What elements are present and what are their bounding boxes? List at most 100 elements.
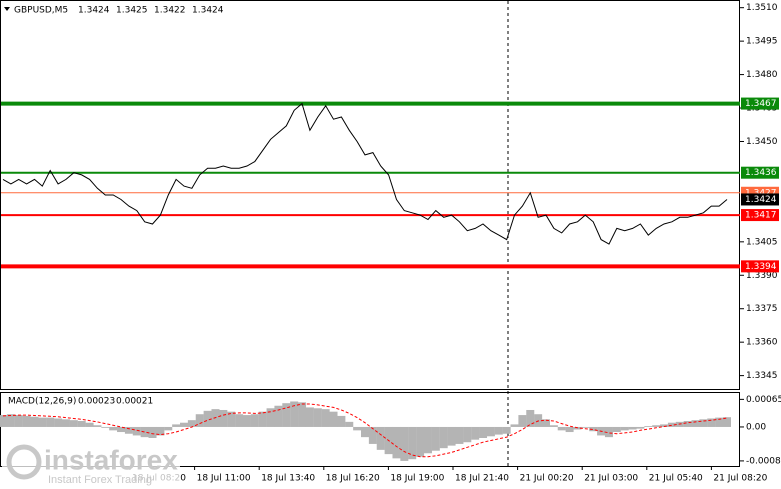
macd-bar [140, 426, 149, 438]
macd-bar [471, 426, 480, 440]
macd-bar [30, 416, 39, 427]
ohlc-value: 1.3425 [116, 6, 148, 16]
symbol: GBPUSD,M5 [14, 6, 68, 16]
menu-arrow [4, 7, 10, 11]
macd-bar [46, 417, 55, 427]
macd-bar [368, 426, 377, 444]
x-tick-label: 21 Jul 03:00 [584, 474, 638, 484]
macd-bar [723, 417, 731, 427]
level-label: 1.3436 [745, 168, 777, 178]
macd-tick-label: 0.00 [746, 422, 766, 432]
macd-bar [132, 426, 141, 436]
main-panel [0, 0, 740, 390]
x-tick-label: 18 Jul 13:40 [261, 474, 315, 484]
macd-bar [612, 426, 621, 433]
macd-bar [274, 405, 283, 427]
level-label: 1.3394 [745, 262, 777, 272]
y-tick-label: 1.3510 [746, 3, 778, 13]
macd-bar [313, 408, 322, 427]
macd-bar [117, 426, 126, 433]
bid-tag [741, 193, 779, 206]
y-tick-label: 1.3480 [746, 70, 778, 80]
macd-bar [542, 419, 550, 427]
macd-bar [431, 426, 440, 451]
macd-bar [376, 426, 385, 450]
macd-bar [6, 414, 15, 427]
macd-bar [361, 426, 369, 438]
macd-bar [581, 426, 590, 428]
macd-bar [156, 426, 165, 436]
price-line [2, 102, 728, 245]
macd-bar [329, 411, 338, 427]
x-tick-label: 21 Jul 05:40 [649, 474, 703, 484]
x-tick-label: 18 Jul 11:00 [197, 474, 251, 484]
level-tag [741, 209, 779, 222]
y-tick-label: 1.3345 [746, 371, 778, 381]
level-tag [741, 97, 779, 110]
macd-bar [282, 403, 291, 427]
macd-bar [683, 421, 692, 427]
macd-bar [219, 409, 228, 427]
watermark-brand: instaforex [44, 444, 178, 475]
macd-bar [628, 426, 637, 430]
macd-bar [290, 401, 299, 427]
y-tick-label: 1.3360 [746, 338, 778, 348]
macd-bar [22, 415, 31, 427]
macd-bar [38, 417, 47, 427]
macd-bar [180, 422, 188, 427]
level-tag [741, 166, 779, 179]
y-tick-label: 1.3390 [746, 271, 778, 281]
macd-bar [77, 421, 86, 427]
x-tick-label: 21 Jul 08:20 [713, 474, 767, 484]
macd-bar [321, 409, 330, 427]
macd-bar [502, 426, 511, 434]
macd-bar [164, 426, 173, 431]
macd-bar [455, 426, 464, 444]
macd-bar [54, 418, 63, 427]
macd-bar [242, 415, 251, 427]
macd-bar [203, 410, 212, 427]
macd-bar [660, 424, 669, 427]
macd-bar [549, 425, 558, 427]
macd-bar [250, 414, 259, 427]
ohlc-value: 1.3424 [192, 6, 224, 16]
bid-label: 1.3424 [745, 195, 777, 205]
x-tick-label: 18 Jul 19:00 [390, 474, 444, 484]
level-tag [741, 260, 779, 273]
macd-bar [565, 426, 574, 433]
macd-bar [715, 417, 724, 427]
y-tick-label: 1.3405 [746, 237, 778, 247]
macd-bar [124, 426, 133, 434]
macd-panel [0, 392, 740, 467]
macd-bar [510, 424, 519, 427]
macd-bar [172, 424, 181, 427]
macd-bar [604, 426, 613, 438]
macd-bar [109, 426, 118, 431]
macd-bar [337, 415, 346, 427]
watermark-icon [6, 444, 42, 480]
macd-bar [61, 419, 70, 427]
macd-bar [69, 420, 78, 427]
macd-bar [557, 426, 566, 431]
x-tick-label: 21 Jul 00:20 [520, 474, 574, 484]
macd-bar [423, 426, 432, 454]
y-tick-label: 1.3495 [746, 37, 778, 47]
macd-bar [298, 402, 307, 427]
macd-bar [353, 426, 362, 431]
macd-bar [305, 407, 314, 427]
ohlc-value: 1.3422 [154, 6, 186, 16]
macd-bar [101, 426, 110, 428]
ohlc-value: 1.3424 [78, 6, 110, 16]
macd-bar [636, 426, 645, 429]
macd-bar [93, 425, 102, 427]
macd-bar [0, 415, 7, 427]
macd-bar [620, 426, 629, 431]
macd-signal-value: 0.00021 [116, 397, 153, 407]
macd-bar [345, 421, 354, 427]
macd-tick-label: -0.0008 [746, 456, 781, 466]
level-label: 1.3427 [745, 188, 777, 198]
macd-bar [667, 422, 676, 427]
macd-bar [518, 415, 527, 427]
